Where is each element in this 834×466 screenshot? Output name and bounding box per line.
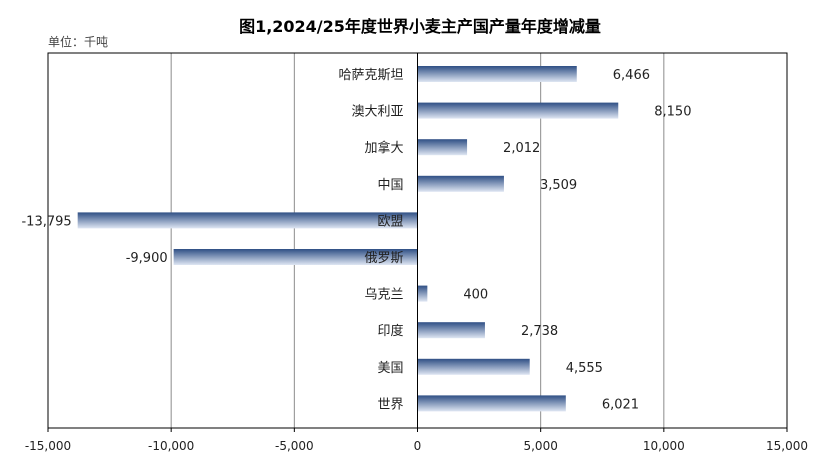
x-tick-label: 15,000 [766, 439, 808, 453]
x-axis: -15,000 -10,000 -5,000 0 5,000 10,000 15,000 [25, 53, 808, 453]
bar [417, 395, 566, 412]
category-label: 美国 [377, 361, 403, 376]
category-label: 世界 [377, 397, 403, 412]
bar [417, 358, 530, 375]
category-label: 加拿大 [364, 140, 403, 156]
labels: 哈萨克斯坦 6,466 澳大利亚 8,150 加拿大 2,012 中国 3,509 欧盟 -13,… [21, 68, 691, 412]
bar [417, 322, 485, 339]
category-label: 乌克兰 [364, 287, 403, 303]
data-label: 400 [463, 288, 488, 303]
unit-label: 单位：千吨 [48, 34, 108, 49]
x-tick-label: 0 [414, 439, 422, 453]
category-label: 澳大利亚 [351, 104, 403, 120]
category-label: 俄罗斯 [364, 251, 403, 266]
data-label: 2,012 [503, 141, 540, 156]
category-label: 哈萨克斯坦 [338, 68, 403, 83]
category-label: 中国 [377, 178, 403, 193]
data-label: 6,021 [602, 397, 639, 412]
x-tick-label: -15,000 [25, 439, 71, 453]
bars [77, 66, 619, 412]
bar [417, 175, 504, 192]
bar [417, 285, 428, 302]
chart-title: 图1,2024/25年度世界小麦主产国产量年度增减量 [239, 17, 601, 36]
data-label: 6,466 [613, 68, 650, 83]
bar [417, 139, 468, 156]
data-label: 4,555 [566, 361, 603, 376]
data-label: 2,738 [521, 324, 558, 339]
data-label: -13,795 [21, 214, 71, 229]
x-tick-label: 10,000 [643, 439, 685, 453]
bar [77, 212, 418, 229]
x-tick-label: -10,000 [148, 439, 194, 453]
category-label: 印度 [377, 323, 403, 339]
x-tick-label: -5,000 [275, 439, 314, 453]
bar [417, 66, 577, 82]
bar [173, 249, 418, 265]
bar [417, 102, 619, 119]
data-label: 8,150 [654, 105, 691, 120]
data-label: -9,900 [126, 251, 168, 266]
x-tick-label: 5,000 [523, 439, 557, 453]
data-label: 3,509 [540, 178, 577, 193]
category-label: 欧盟 [377, 214, 403, 229]
